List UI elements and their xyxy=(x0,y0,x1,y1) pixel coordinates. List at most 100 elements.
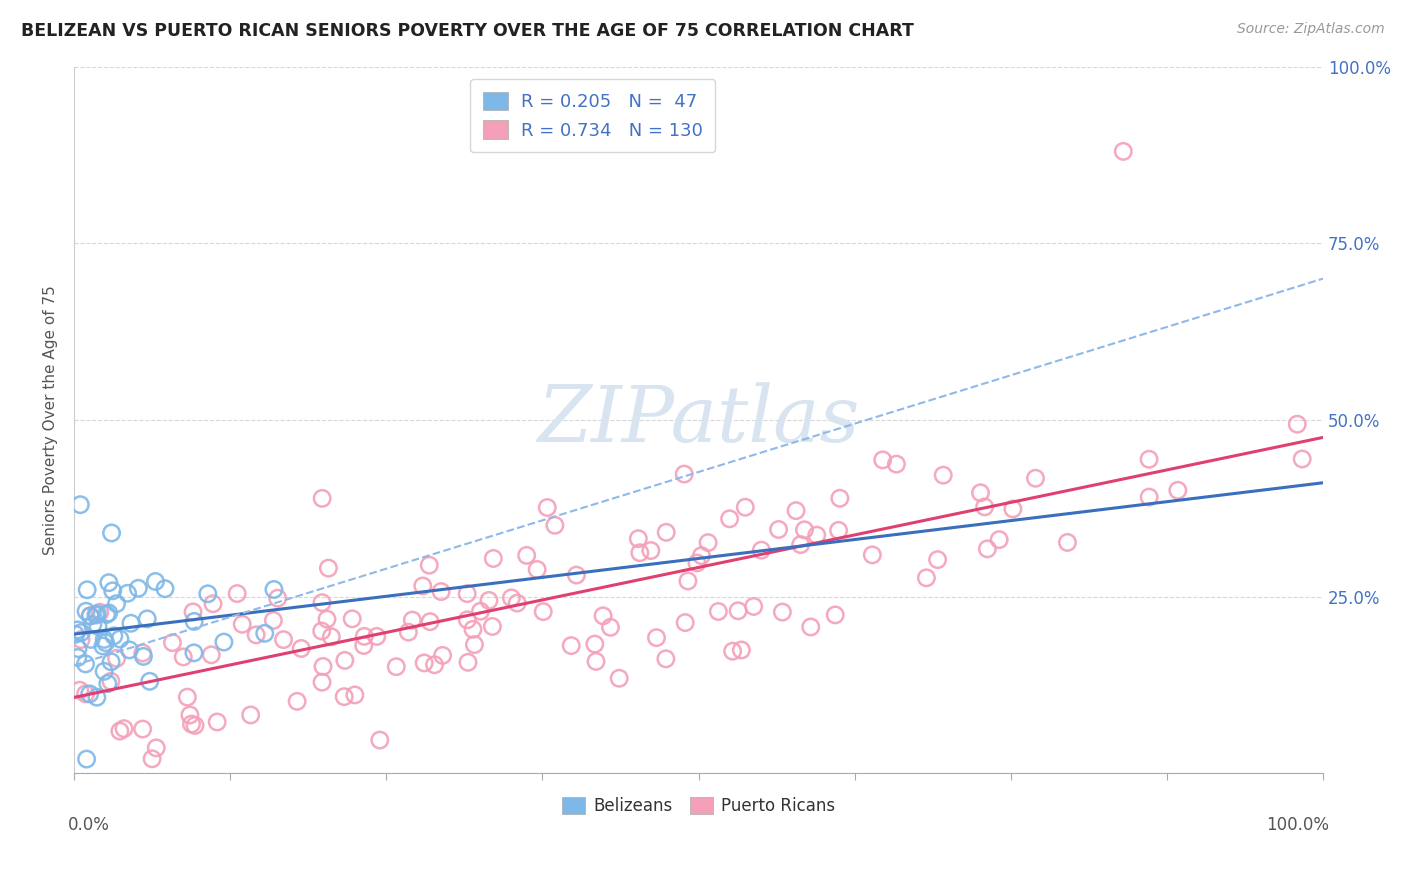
Point xyxy=(205,714,228,729)
Point xyxy=(418,558,440,573)
Point xyxy=(79,687,101,701)
Point xyxy=(66,623,89,637)
Point xyxy=(100,525,122,540)
Point xyxy=(592,608,614,623)
Point xyxy=(366,629,388,643)
Point xyxy=(342,612,364,626)
Point xyxy=(86,607,108,621)
Point xyxy=(456,587,478,601)
Point xyxy=(697,535,720,549)
Point xyxy=(768,523,790,537)
Point xyxy=(70,632,93,647)
Point xyxy=(599,620,621,634)
Point xyxy=(506,596,529,610)
Point xyxy=(565,568,588,582)
Point xyxy=(969,485,991,500)
Point xyxy=(343,688,366,702)
Point xyxy=(333,653,356,667)
Point xyxy=(1137,452,1160,467)
Point xyxy=(80,632,103,647)
Point xyxy=(290,641,312,656)
Text: 0.0%: 0.0% xyxy=(67,815,110,834)
Point xyxy=(131,722,153,736)
Point xyxy=(516,549,538,563)
Point xyxy=(97,676,120,690)
Point xyxy=(253,626,276,640)
Point xyxy=(145,740,167,755)
Point xyxy=(734,500,756,515)
Point xyxy=(457,656,479,670)
Point xyxy=(79,609,101,624)
Point xyxy=(97,575,120,590)
Point xyxy=(886,457,908,471)
Point xyxy=(353,639,375,653)
Point xyxy=(162,635,184,649)
Point xyxy=(470,604,492,618)
Point xyxy=(127,582,149,596)
Point xyxy=(676,574,699,588)
Point xyxy=(138,674,160,689)
Point xyxy=(973,500,995,514)
Point xyxy=(132,646,155,660)
Point xyxy=(180,717,202,731)
Point xyxy=(478,593,501,607)
Point xyxy=(100,674,122,689)
Point xyxy=(67,641,90,656)
Point xyxy=(76,582,98,597)
Point xyxy=(432,648,454,663)
Point xyxy=(401,613,423,627)
Y-axis label: Seniors Poverty Over the Age of 75: Seniors Poverty Over the Age of 75 xyxy=(44,285,58,555)
Text: BELIZEAN VS PUERTO RICAN SENIORS POVERTY OVER THE AGE OF 75 CORRELATION CHART: BELIZEAN VS PUERTO RICAN SENIORS POVERTY… xyxy=(21,22,914,40)
Point xyxy=(976,541,998,556)
Point xyxy=(66,650,89,665)
Point xyxy=(69,498,91,512)
Point xyxy=(239,708,262,723)
Text: ZIPatlas: ZIPatlas xyxy=(537,382,860,458)
Point xyxy=(183,646,205,660)
Point xyxy=(727,604,749,618)
Point xyxy=(531,605,554,619)
Point xyxy=(176,690,198,705)
Point xyxy=(1137,490,1160,504)
Point xyxy=(70,625,93,640)
Point xyxy=(262,614,284,628)
Point xyxy=(751,543,773,558)
Point xyxy=(560,639,582,653)
Point xyxy=(988,533,1011,547)
Point xyxy=(824,607,846,622)
Point xyxy=(501,591,523,605)
Point xyxy=(730,643,752,657)
Point xyxy=(82,617,104,632)
Point xyxy=(231,617,253,632)
Point xyxy=(245,628,267,642)
Point xyxy=(828,491,851,506)
Point xyxy=(266,591,288,606)
Point xyxy=(141,752,163,766)
Point xyxy=(312,659,335,673)
Legend: Belizeans, Puerto Ricans: Belizeans, Puerto Ricans xyxy=(555,790,842,822)
Point xyxy=(75,604,97,618)
Point xyxy=(789,538,811,552)
Point xyxy=(1167,483,1189,498)
Point xyxy=(311,624,333,638)
Point xyxy=(430,584,453,599)
Point xyxy=(226,586,249,600)
Point xyxy=(423,657,446,672)
Point xyxy=(585,654,607,668)
Point xyxy=(368,733,391,747)
Point xyxy=(105,651,128,665)
Point xyxy=(536,500,558,515)
Point xyxy=(707,605,730,619)
Point xyxy=(721,644,744,658)
Point xyxy=(108,632,131,646)
Point xyxy=(311,491,333,506)
Point xyxy=(872,453,894,467)
Point xyxy=(806,528,828,542)
Point xyxy=(690,549,713,563)
Point xyxy=(353,629,375,643)
Point xyxy=(112,722,135,736)
Text: Source: ZipAtlas.com: Source: ZipAtlas.com xyxy=(1237,22,1385,37)
Point xyxy=(645,631,668,645)
Point xyxy=(65,627,87,641)
Point xyxy=(673,467,696,481)
